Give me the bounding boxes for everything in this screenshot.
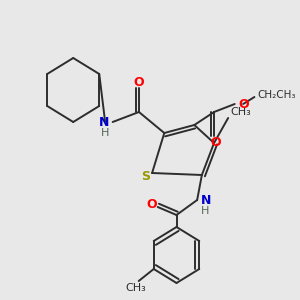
Text: H: H — [201, 206, 209, 216]
Text: CH₂CH₃: CH₂CH₃ — [257, 90, 296, 100]
Text: N: N — [98, 116, 109, 130]
Text: O: O — [238, 98, 249, 110]
Text: N: N — [201, 194, 211, 208]
Text: O: O — [147, 197, 158, 211]
Text: CH₃: CH₃ — [230, 107, 251, 117]
Text: O: O — [211, 136, 221, 149]
Text: H: H — [100, 128, 109, 138]
Text: S: S — [141, 170, 150, 184]
Text: CH₃: CH₃ — [125, 283, 146, 293]
Text: O: O — [134, 76, 144, 88]
